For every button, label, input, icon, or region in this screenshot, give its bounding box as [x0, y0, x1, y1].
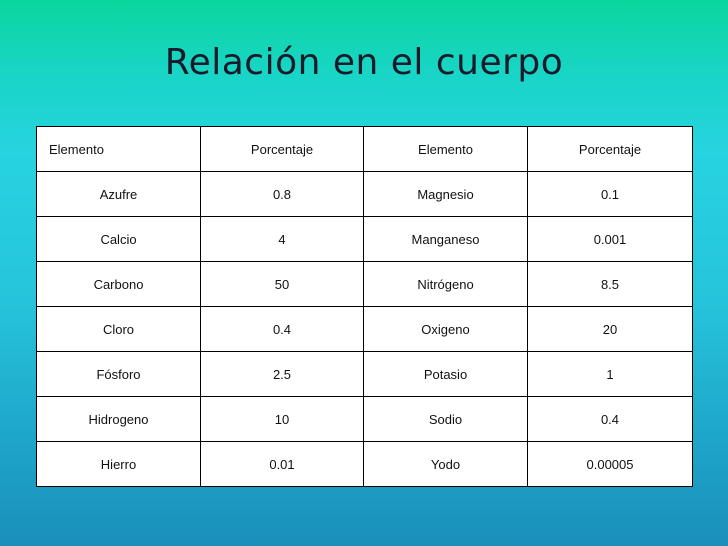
table-cell: 0.4: [200, 306, 364, 352]
table-cell: 20: [527, 306, 693, 352]
table-cell: 4: [200, 216, 364, 262]
table-cell: Potasio: [363, 351, 528, 397]
table-cell: 1: [527, 351, 693, 397]
table-row: Carbono 50 Nitrógeno 8.5: [36, 261, 693, 307]
header-cell-elemento: Elemento: [36, 126, 201, 172]
slide-title: Relación en el cuerpo: [164, 42, 564, 83]
header-cell-elemento: Elemento: [363, 126, 528, 172]
element-table-container: Elemento Porcentaje Elemento Porcentaje …: [36, 126, 693, 487]
table-cell: 0.1: [527, 171, 693, 217]
table-cell: Carbono: [36, 261, 201, 307]
table-cell: Calcio: [36, 216, 201, 262]
table-cell: 0.4: [527, 396, 693, 442]
table-cell: Sodio: [363, 396, 528, 442]
table-cell: Azufre: [36, 171, 201, 217]
element-table: Elemento Porcentaje Elemento Porcentaje …: [36, 126, 693, 487]
table-cell: Hierro: [36, 441, 201, 487]
table-cell: 8.5: [527, 261, 693, 307]
table-cell: 0.01: [200, 441, 364, 487]
table-row: Hierro 0.01 Yodo 0.00005: [36, 441, 693, 487]
table-row: Calcio 4 Manganeso 0.001: [36, 216, 693, 262]
table-cell: Manganeso: [363, 216, 528, 262]
table-header-row: Elemento Porcentaje Elemento Porcentaje: [36, 126, 693, 172]
table-cell: 50: [200, 261, 364, 307]
table-cell: 0.001: [527, 216, 693, 262]
table-cell: Yodo: [363, 441, 528, 487]
table-cell: Cloro: [36, 306, 201, 352]
header-cell-porcentaje: Porcentaje: [200, 126, 364, 172]
table-row: Azufre 0.8 Magnesio 0.1: [36, 171, 693, 217]
table-row: Fósforo 2.5 Potasio 1: [36, 351, 693, 397]
table-cell: 10: [200, 396, 364, 442]
table-cell: Fósforo: [36, 351, 201, 397]
table-cell: Hidrogeno: [36, 396, 201, 442]
table-cell: Oxigeno: [363, 306, 528, 352]
table-row: Hidrogeno 10 Sodio 0.4: [36, 396, 693, 442]
table-cell: Nitrógeno: [363, 261, 528, 307]
table-cell: 0.8: [200, 171, 364, 217]
table-cell: 0.00005: [527, 441, 693, 487]
table-row: Cloro 0.4 Oxigeno 20: [36, 306, 693, 352]
table-cell: Magnesio: [363, 171, 528, 217]
header-cell-porcentaje: Porcentaje: [527, 126, 693, 172]
table-cell: 2.5: [200, 351, 364, 397]
